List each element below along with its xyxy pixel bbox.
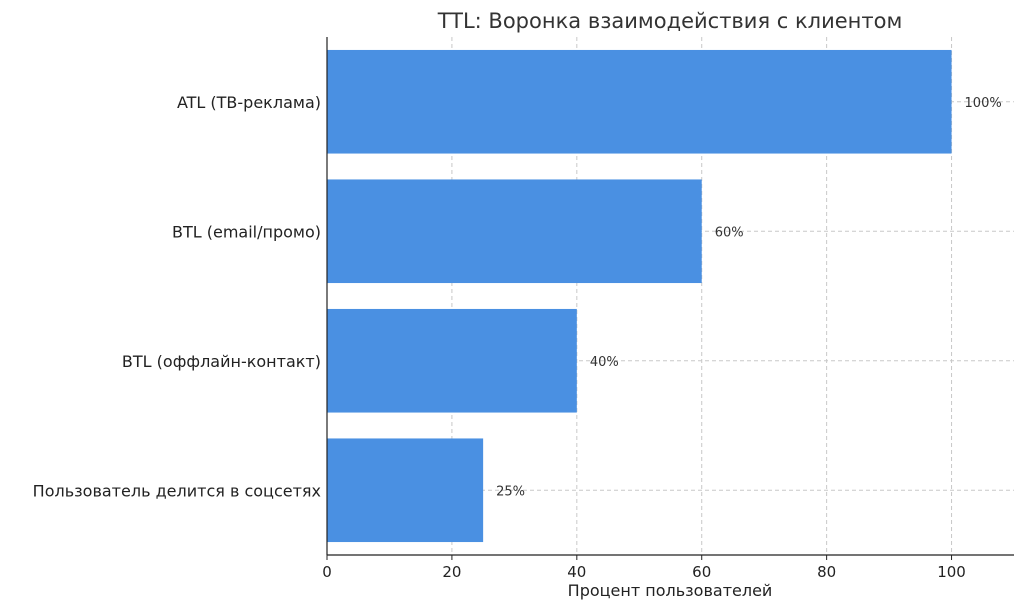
axes: ATL (ТВ-реклама) BTL (email/промо) BTL (оф… [33,37,1014,581]
bars [327,49,952,543]
x-tick-label: 40 [567,563,586,581]
x-tick-label: 80 [817,563,836,581]
y-tick-label: ATL (ТВ-реклама) [177,93,321,112]
x-tick-label: 60 [692,563,711,581]
x-tick-label: 0 [322,563,332,581]
x-tick-label: 20 [442,563,461,581]
y-tick-label: BTL (оффлайн-контакт) [122,352,321,371]
bar [327,179,702,284]
y-tick-label: Пользователь делится в соцсетях [33,481,321,500]
bar [327,438,484,543]
bar [327,49,952,154]
data-label: 100% [965,96,1002,111]
data-labels: 100% 60% 40% 25% [496,96,1002,500]
x-axis-title: Процент пользователей [568,581,773,600]
chart-title: TTL: Воронка взаимодействия с клиентом [437,9,903,33]
data-label: 60% [715,225,744,240]
data-label: 25% [496,484,525,499]
y-tick-label: BTL (email/промо) [172,222,321,241]
data-label: 40% [590,355,619,370]
x-tick-label: 100 [937,563,966,581]
bar [327,308,577,413]
